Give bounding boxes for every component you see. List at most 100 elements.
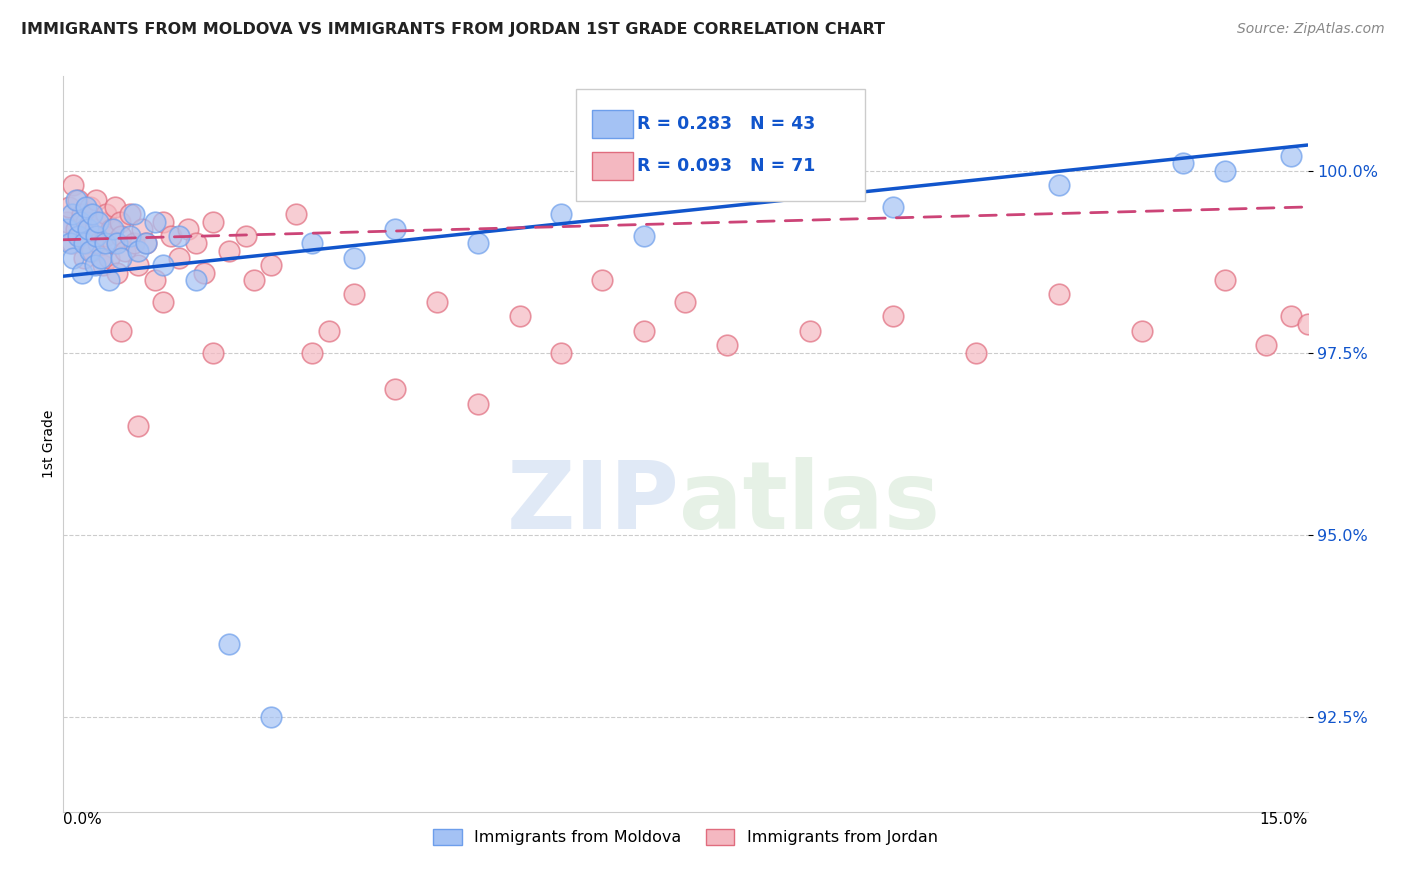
Point	[58, 200, 80, 214]
Point	[169, 229, 191, 244]
Point	[592, 273, 614, 287]
Point	[90, 251, 112, 265]
Point	[67, 229, 90, 244]
Point	[1256, 338, 1278, 352]
Point	[91, 258, 114, 272]
Point	[1213, 273, 1236, 287]
Point	[550, 207, 572, 221]
Text: R = 0.093   N = 71: R = 0.093 N = 71	[637, 157, 815, 175]
Point	[177, 222, 200, 236]
Point	[152, 258, 174, 272]
Point	[143, 273, 166, 287]
Point	[143, 214, 166, 228]
Point	[76, 200, 98, 214]
Point	[318, 324, 340, 338]
Point	[467, 236, 489, 251]
Point	[110, 251, 132, 265]
Point	[1296, 317, 1319, 331]
Point	[105, 266, 128, 280]
Point	[101, 222, 124, 236]
Point	[110, 229, 132, 244]
Text: 15.0%: 15.0%	[1260, 812, 1308, 827]
Point	[62, 251, 84, 265]
Point	[467, 397, 489, 411]
Text: IMMIGRANTS FROM MOLDOVA VS IMMIGRANTS FROM JORDAN 1ST GRADE CORRELATION CHART: IMMIGRANTS FROM MOLDOVA VS IMMIGRANTS FR…	[21, 22, 886, 37]
Point	[65, 193, 87, 207]
Point	[425, 294, 447, 309]
Point	[70, 207, 93, 221]
Point	[70, 266, 93, 280]
Point	[243, 273, 266, 287]
Point	[87, 214, 110, 228]
Point	[105, 236, 128, 251]
Point	[152, 294, 174, 309]
Point	[160, 229, 183, 244]
Text: ZIP: ZIP	[506, 457, 679, 549]
Point	[343, 287, 366, 301]
Point	[675, 294, 697, 309]
Point	[56, 222, 79, 236]
Point	[218, 244, 240, 258]
Point	[73, 236, 96, 251]
Point	[59, 236, 82, 251]
Point	[87, 236, 110, 251]
Point	[218, 637, 240, 651]
Point	[86, 229, 108, 244]
Point	[93, 236, 115, 251]
Point	[152, 214, 174, 228]
Point	[96, 207, 118, 221]
Point	[301, 345, 323, 359]
Point	[135, 236, 157, 251]
Point	[83, 258, 105, 272]
Text: 0.0%: 0.0%	[63, 812, 103, 827]
Point	[65, 222, 87, 236]
Point	[83, 222, 105, 236]
Legend: Immigrants from Moldova, Immigrants from Jordan: Immigrants from Moldova, Immigrants from…	[426, 822, 945, 852]
Point	[101, 236, 124, 251]
Point	[882, 310, 904, 324]
Point	[550, 345, 572, 359]
Point	[104, 200, 127, 214]
Point	[633, 324, 655, 338]
Point	[127, 244, 149, 258]
Point	[384, 382, 406, 396]
Point	[93, 229, 115, 244]
Point	[122, 207, 145, 221]
Point	[131, 222, 153, 236]
Point	[77, 222, 100, 236]
Point	[135, 236, 157, 251]
Point	[67, 193, 90, 207]
Point	[184, 236, 207, 251]
Point	[1130, 324, 1153, 338]
Point	[118, 207, 141, 221]
Point	[1279, 310, 1302, 324]
Point	[100, 222, 122, 236]
Point	[82, 207, 104, 221]
Point	[76, 214, 98, 228]
Point	[86, 193, 108, 207]
Point	[509, 310, 531, 324]
Point	[301, 236, 323, 251]
Text: Source: ZipAtlas.com: Source: ZipAtlas.com	[1237, 22, 1385, 37]
Point	[1047, 287, 1070, 301]
Text: R = 0.283   N = 43: R = 0.283 N = 43	[637, 115, 815, 133]
Point	[108, 214, 131, 228]
Point	[184, 273, 207, 287]
Point	[201, 345, 224, 359]
Point	[62, 178, 84, 193]
Point	[235, 229, 257, 244]
Point	[1213, 163, 1236, 178]
Point	[716, 338, 738, 352]
Point	[118, 229, 141, 244]
Point	[1047, 178, 1070, 193]
Point	[90, 214, 112, 228]
Point	[343, 251, 366, 265]
Text: atlas: atlas	[679, 457, 941, 549]
Point	[384, 222, 406, 236]
Point	[114, 244, 136, 258]
Point	[882, 200, 904, 214]
Point	[201, 214, 224, 228]
Point	[1173, 156, 1195, 170]
Point	[1279, 149, 1302, 163]
Point	[965, 345, 987, 359]
